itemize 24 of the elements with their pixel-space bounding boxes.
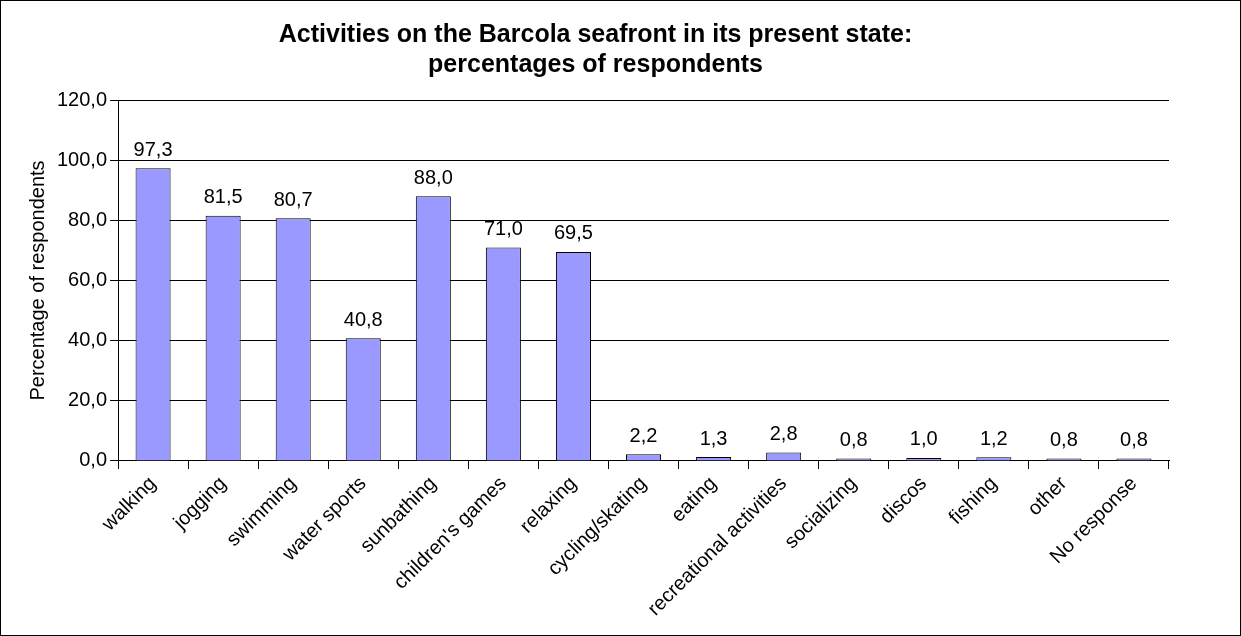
data-label: 40,8 <box>343 307 383 330</box>
y-tick-label: 80,0 <box>68 207 108 230</box>
data-label: 80,7 <box>273 187 313 210</box>
y-tick-label: 120,0 <box>56 87 108 110</box>
chart-title: Activities on the Barcola seafront in its present state: percentages of respondents <box>278 18 913 77</box>
data-label: 0,8 <box>1120 428 1148 451</box>
data-label: 0,8 <box>1050 428 1078 451</box>
data-label: 2,2 <box>629 423 658 446</box>
y-tick-label: 20,0 <box>68 388 108 411</box>
data-label: 97,3 <box>133 137 173 160</box>
y-tick-label: 100,0 <box>56 147 108 170</box>
data-label: 88,0 <box>413 165 453 188</box>
data-label: 0,8 <box>839 428 868 451</box>
y-tick-label: 40,0 <box>68 328 108 351</box>
data-label: 1,3 <box>699 426 728 449</box>
data-label: 69,5 <box>553 221 593 244</box>
data-label: 81,5 <box>203 185 243 208</box>
data-label: 2,8 <box>769 422 798 445</box>
y-axis-title: Percentage of respondents <box>25 160 48 401</box>
data-label: 71,0 <box>483 216 523 239</box>
data-label: 1,0 <box>909 427 938 450</box>
y-tick-label: 60,0 <box>68 268 108 290</box>
y-tick-label: 0,0 <box>79 448 108 471</box>
data-label: 1,2 <box>979 426 1008 449</box>
